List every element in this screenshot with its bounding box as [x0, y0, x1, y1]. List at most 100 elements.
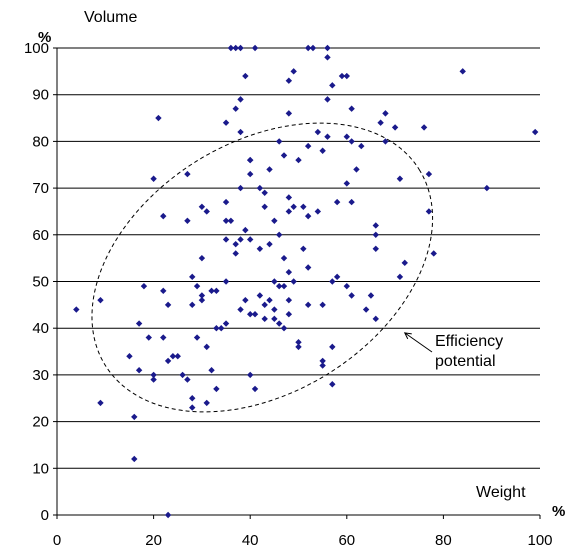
data-point	[155, 114, 162, 122]
data-point	[237, 128, 244, 136]
y-tick-label: 90	[32, 87, 49, 104]
data-point	[247, 236, 254, 243]
data-point	[189, 273, 196, 281]
data-point	[222, 119, 230, 126]
data-point	[285, 77, 293, 84]
efficiency-ellipse-outline	[91, 122, 434, 413]
data-point	[160, 287, 167, 295]
y-tick-label: 100	[24, 40, 49, 57]
data-point	[382, 138, 389, 145]
data-point	[275, 320, 283, 327]
x-tick-label: 0	[53, 532, 61, 549]
x-axis-unit: %	[552, 503, 565, 520]
data-point	[247, 310, 254, 318]
data-point	[343, 180, 350, 187]
data-point	[309, 44, 317, 52]
data-point	[160, 334, 167, 341]
data-point	[329, 381, 336, 388]
data-point	[213, 325, 220, 332]
data-point	[198, 203, 206, 210]
data-point	[184, 170, 191, 178]
data-point	[353, 166, 360, 173]
data-point	[324, 54, 331, 61]
y-tick-label: 30	[32, 367, 49, 384]
data-point	[222, 198, 230, 206]
data-point	[329, 82, 336, 89]
data-point	[401, 259, 408, 267]
data-point	[343, 282, 350, 290]
data-point	[160, 212, 167, 220]
data-point	[198, 292, 206, 299]
data-point	[348, 198, 355, 206]
data-point	[227, 217, 235, 224]
data-point	[251, 385, 259, 393]
data-point	[198, 296, 206, 304]
data-point	[304, 301, 312, 309]
data-point	[189, 301, 196, 309]
data-point	[295, 343, 302, 351]
x-tick-label: 80	[435, 532, 452, 549]
data-point	[348, 138, 355, 145]
data-point	[203, 208, 210, 215]
data-point	[290, 68, 297, 75]
data-point	[333, 273, 341, 281]
data-point	[459, 68, 466, 75]
data-point	[97, 399, 104, 407]
data-point	[184, 376, 191, 383]
data-point	[242, 226, 249, 234]
data-point	[131, 455, 138, 463]
data-point	[304, 142, 312, 150]
data-point	[145, 334, 152, 341]
x-tick-label: 60	[338, 532, 355, 549]
data-point	[73, 306, 80, 313]
data-point	[169, 353, 177, 360]
x-tick-label: 40	[242, 532, 259, 549]
data-point	[193, 334, 201, 341]
data-point	[247, 170, 254, 178]
data-point	[232, 44, 239, 52]
data-point	[372, 222, 379, 229]
data-point	[280, 152, 288, 159]
y-tick-label: 50	[32, 274, 49, 291]
data-point	[261, 315, 268, 323]
x-tick-labels: 0 20 40 60 80 100	[53, 532, 553, 549]
data-point	[280, 282, 288, 290]
efficiency-ellipse	[91, 122, 434, 413]
data-point	[430, 250, 437, 257]
data-point	[362, 306, 370, 313]
data-point	[420, 124, 428, 131]
data-point	[324, 44, 331, 52]
data-point	[285, 194, 293, 201]
data-point	[396, 273, 404, 281]
data-point	[266, 296, 273, 304]
data-point	[285, 296, 293, 304]
data-point	[208, 287, 215, 295]
data-point	[232, 250, 239, 257]
data-point	[251, 44, 259, 52]
data-point	[329, 278, 336, 285]
data-point	[97, 296, 104, 304]
data-point	[271, 315, 278, 323]
data-point	[382, 110, 389, 117]
data-point	[227, 44, 235, 52]
data-point	[275, 138, 283, 145]
gridlines	[57, 47, 540, 469]
data-point	[304, 264, 312, 271]
annotation-line-1: Efficiency	[435, 333, 503, 350]
data-point	[348, 292, 355, 299]
data-point	[319, 301, 326, 309]
data-point	[261, 203, 268, 210]
y-axis-label: Volume	[84, 9, 137, 26]
data-point	[222, 320, 230, 327]
data-point	[300, 203, 307, 210]
data-point	[372, 231, 379, 238]
data-point	[213, 287, 220, 295]
data-point	[242, 296, 249, 304]
data-point	[358, 142, 365, 150]
data-point	[372, 245, 379, 253]
data-point	[425, 208, 433, 215]
y-tick-labels: 0 10 20 30 40 50 60 70 80 90 100	[24, 40, 49, 524]
data-point	[338, 72, 346, 80]
data-point	[193, 282, 201, 290]
